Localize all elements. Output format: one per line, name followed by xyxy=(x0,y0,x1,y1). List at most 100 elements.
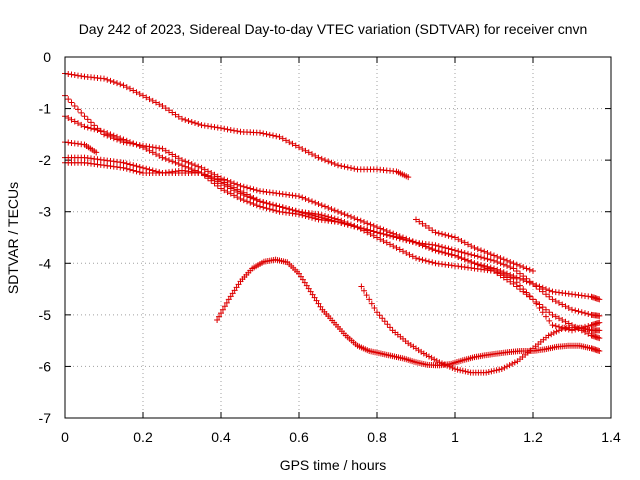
data-point xyxy=(214,124,221,131)
data-point xyxy=(78,73,85,80)
data-point xyxy=(556,327,562,334)
x-tick-label: 1 xyxy=(451,429,459,445)
data-point xyxy=(390,233,397,240)
data-point xyxy=(379,315,386,322)
data-point xyxy=(216,313,223,320)
data-point xyxy=(504,276,510,283)
data-point xyxy=(338,219,345,226)
data-point xyxy=(457,367,464,374)
data-point xyxy=(195,121,202,128)
data-point xyxy=(432,242,439,249)
data-point xyxy=(159,154,166,161)
data-point xyxy=(368,300,375,307)
data-point xyxy=(478,247,484,254)
data-point xyxy=(435,230,442,237)
data-point xyxy=(553,328,560,335)
data-point xyxy=(488,368,495,375)
data-point xyxy=(162,147,169,154)
data-point xyxy=(198,122,205,129)
data-point xyxy=(299,145,306,152)
data-point xyxy=(325,204,332,211)
data-point xyxy=(68,116,75,123)
data-point xyxy=(507,264,514,271)
data-point xyxy=(235,281,242,288)
data-point xyxy=(465,257,471,264)
data-point xyxy=(276,133,283,140)
data-point xyxy=(331,207,338,214)
data-point xyxy=(496,366,503,373)
data-point xyxy=(292,142,299,149)
data-point xyxy=(474,261,481,268)
data-point xyxy=(263,205,270,212)
data-point xyxy=(545,332,552,339)
data-point xyxy=(315,300,322,307)
data-point xyxy=(322,157,328,164)
data-point xyxy=(136,164,143,171)
data-point xyxy=(94,127,101,134)
data-point xyxy=(546,287,553,294)
data-point xyxy=(458,237,465,244)
data-point xyxy=(484,265,491,272)
data-point xyxy=(214,317,221,324)
data-point xyxy=(374,234,380,241)
data-point xyxy=(88,125,94,132)
data-point xyxy=(130,167,137,174)
data-point xyxy=(153,151,159,158)
data-point xyxy=(127,166,133,173)
data-point xyxy=(432,229,439,236)
data-point xyxy=(539,304,546,311)
data-point xyxy=(296,211,302,218)
data-point xyxy=(159,102,166,109)
data-point xyxy=(208,177,215,184)
data-point xyxy=(455,236,462,243)
data-point xyxy=(487,251,494,258)
data-point xyxy=(383,231,390,238)
data-point xyxy=(219,306,226,313)
data-point xyxy=(471,244,478,251)
data-point xyxy=(315,200,322,207)
data-point xyxy=(166,149,172,156)
data-point xyxy=(556,299,562,306)
data-point xyxy=(491,268,497,275)
data-point xyxy=(546,317,553,324)
data-point xyxy=(478,262,484,269)
data-point xyxy=(484,249,491,256)
data-point xyxy=(133,89,140,96)
data-point xyxy=(559,301,566,308)
data-point xyxy=(263,200,270,207)
data-point xyxy=(465,250,471,257)
data-point xyxy=(107,131,114,138)
data-point xyxy=(513,283,520,290)
y-tick-label: 0 xyxy=(43,49,51,65)
data-point xyxy=(136,169,143,176)
data-point xyxy=(260,204,267,211)
data-point xyxy=(344,164,351,171)
data-point xyxy=(377,230,384,237)
data-point xyxy=(558,326,565,333)
data-point xyxy=(71,118,78,125)
data-point xyxy=(442,249,449,256)
data-point xyxy=(166,157,172,164)
data-point xyxy=(548,331,555,338)
x-tick-label: 0 xyxy=(61,429,69,445)
data-point xyxy=(75,106,81,113)
data-point xyxy=(162,105,169,112)
data-point xyxy=(494,253,501,260)
data-point xyxy=(596,319,603,326)
data-point xyxy=(439,243,445,250)
data-point xyxy=(546,293,553,300)
data-point xyxy=(133,168,140,175)
data-point xyxy=(565,320,572,327)
data-point xyxy=(441,361,448,368)
series-track-1 xyxy=(62,70,412,181)
data-point xyxy=(169,158,176,165)
data-point xyxy=(201,122,208,129)
data-point xyxy=(445,250,452,257)
x-tick-label: 0.4 xyxy=(211,429,231,445)
data-point xyxy=(520,273,527,280)
data-point xyxy=(409,253,416,260)
data-point xyxy=(341,220,348,227)
data-point xyxy=(448,251,455,258)
data-point xyxy=(406,251,413,258)
data-point xyxy=(526,293,533,300)
